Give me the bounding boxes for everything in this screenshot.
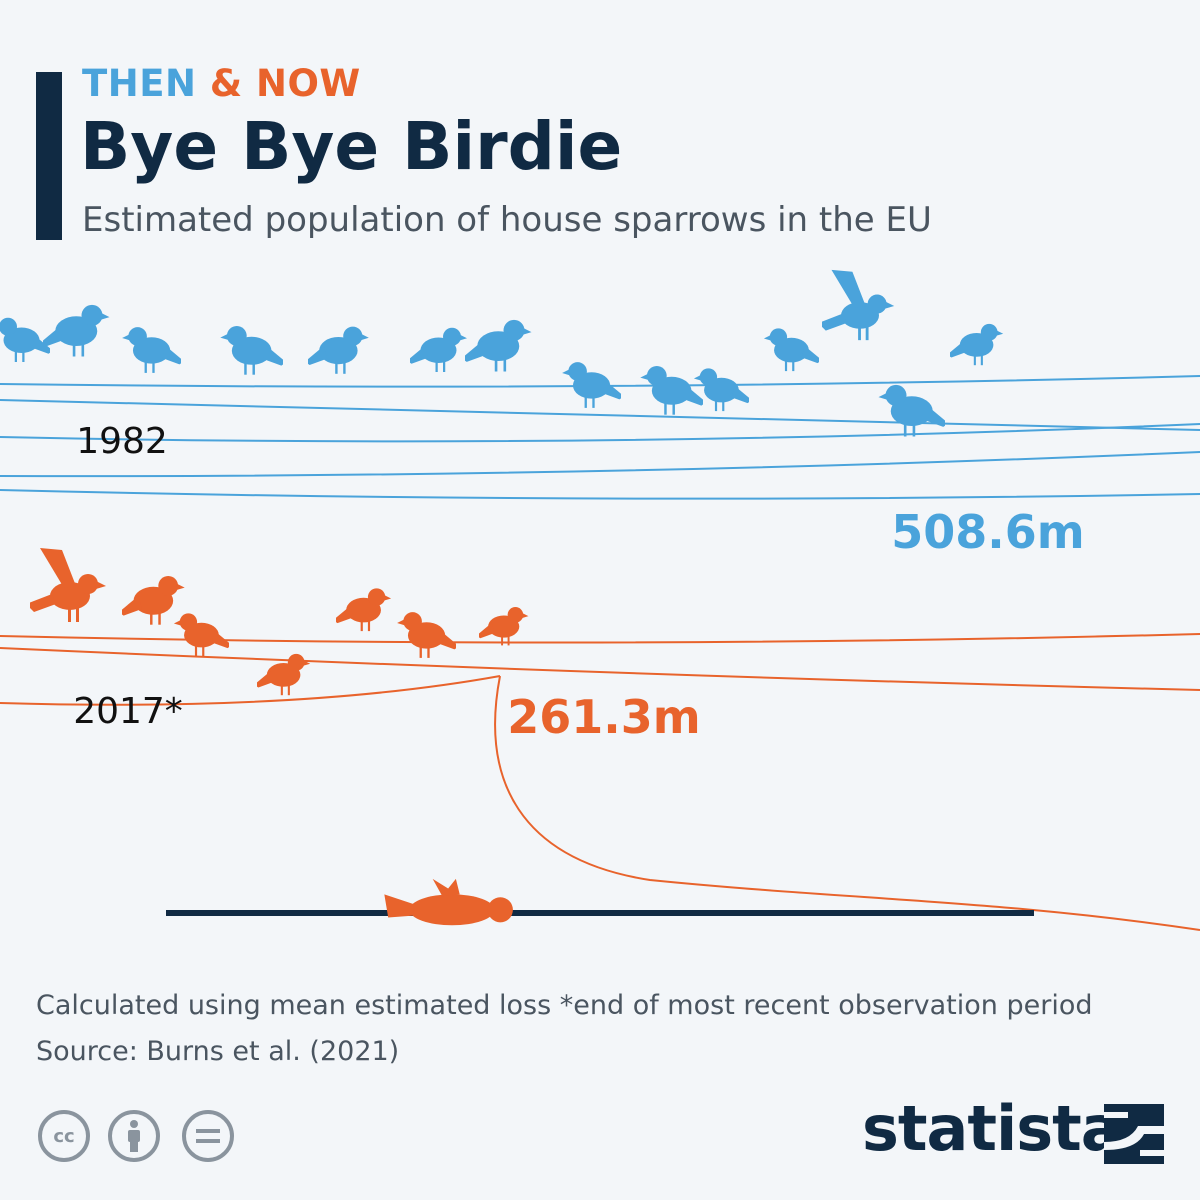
- value-label-1982: 508.6m: [891, 505, 1084, 559]
- wire-line: [0, 489, 1200, 500]
- bird-flock: [0, 269, 1004, 696]
- kicker: THEN & NOW: [82, 62, 361, 105]
- sparrow-icon: [822, 269, 895, 341]
- page-subtitle: Estimated population of house sparrows i…: [82, 200, 932, 240]
- sparrow-icon: [465, 319, 532, 372]
- sparrow-icon: [220, 326, 283, 375]
- sparrow-icon: [763, 328, 819, 372]
- wire-line: [0, 647, 1200, 691]
- statista-logo-icon: [1104, 1104, 1164, 1164]
- sparrow-icon: [122, 327, 181, 373]
- value-label-2017: 261.3m: [507, 690, 700, 744]
- sparrow-icon: [397, 612, 456, 658]
- source-note: Source: Burns et al. (2021): [36, 1036, 400, 1067]
- wire-line: [494, 675, 1200, 931]
- sparrow-icon: [173, 613, 229, 657]
- sparrow-icon: [640, 366, 703, 415]
- fallen-bird-icon: [384, 878, 513, 926]
- year-label-1982: 1982: [76, 421, 168, 462]
- sparrow-icon: [410, 327, 467, 372]
- accent-bar: [36, 72, 62, 240]
- year-label-2017: 2017*: [73, 691, 183, 732]
- cc-icon[interactable]: cc: [38, 1110, 90, 1162]
- page-title: Bye Bye Birdie: [80, 108, 623, 185]
- sparrow-icon: [122, 576, 185, 625]
- sparrow-icon: [878, 384, 945, 437]
- wire-line: [0, 675, 501, 706]
- wire-line: [0, 399, 1200, 431]
- power-lines: [0, 375, 1200, 931]
- attribution-icon[interactable]: [108, 1110, 160, 1162]
- sparrow-icon: [950, 323, 1004, 366]
- brand-logo: statista: [862, 1092, 1123, 1165]
- sparrow-icon: [479, 607, 529, 646]
- wire-line: [0, 423, 1200, 443]
- kicker-now: & NOW: [196, 62, 361, 105]
- no-derivatives-icon[interactable]: [182, 1110, 234, 1162]
- wire-line: [0, 633, 1200, 644]
- wire-line: [0, 451, 1200, 478]
- footnote: Calculated using mean estimated loss *en…: [36, 990, 1093, 1021]
- kicker-then: THEN: [82, 62, 197, 105]
- sparrow-icon: [336, 588, 392, 632]
- sparrow-icon: [308, 326, 369, 374]
- sparrow-icon: [30, 548, 106, 622]
